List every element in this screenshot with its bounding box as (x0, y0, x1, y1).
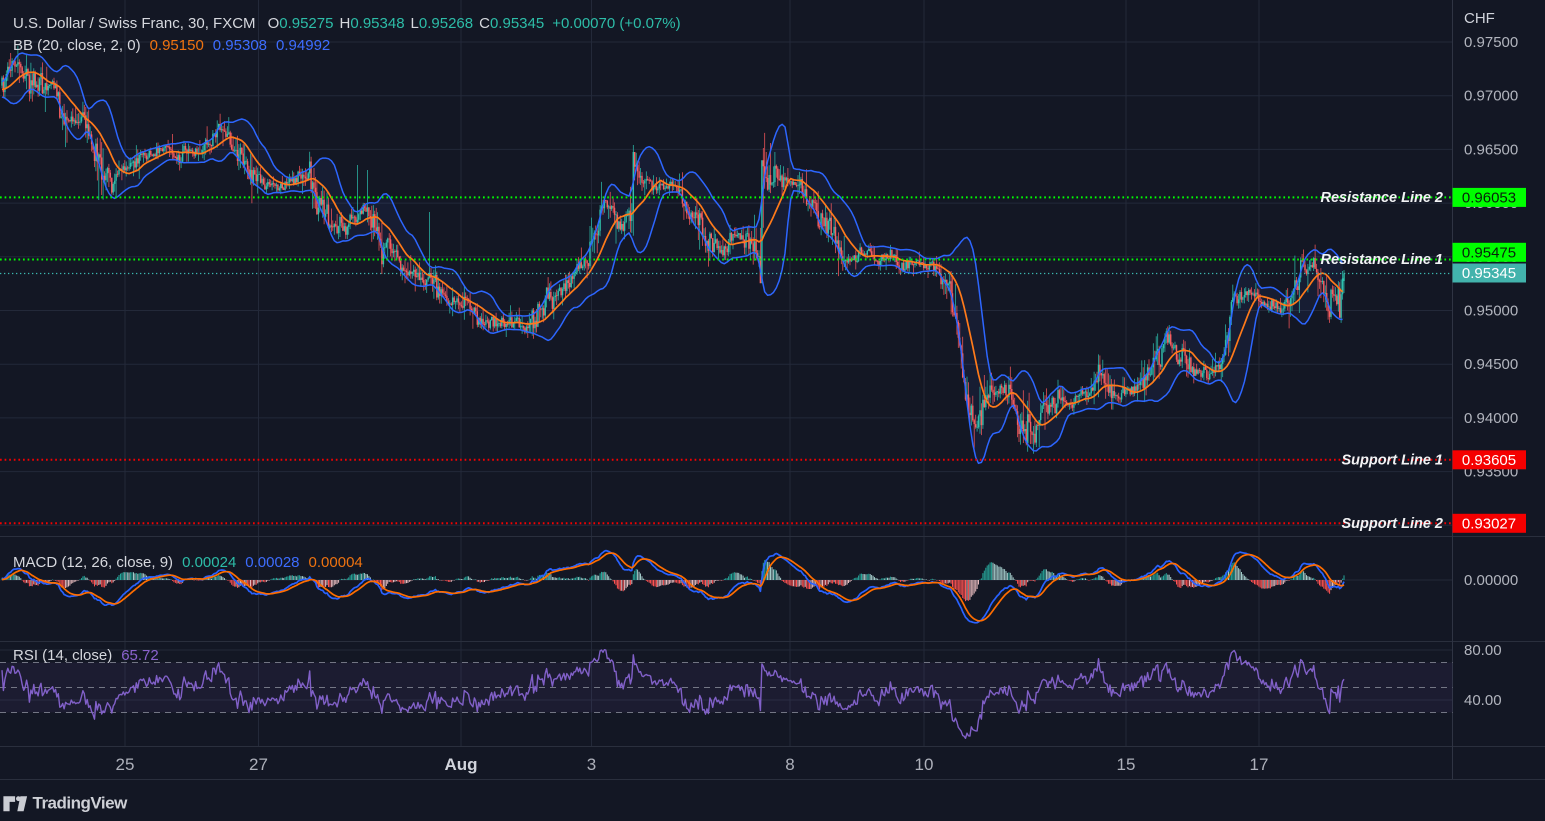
svg-text:CHF: CHF (1464, 10, 1495, 27)
svg-text:Resistance Line 1: Resistance Line 1 (1321, 252, 1444, 268)
svg-text:Aug: Aug (444, 755, 477, 774)
svg-text:0.95345: 0.95345 (1462, 265, 1516, 282)
svg-text:U.S. Dollar / Swiss Franc, 30,: U.S. Dollar / Swiss Franc, 30, FXCM O0.95… (13, 15, 681, 32)
svg-text:0.94000: 0.94000 (1464, 410, 1518, 427)
svg-text:0.95000: 0.95000 (1464, 303, 1518, 320)
svg-text:MACD (12, 26, close, 9)0.00024: MACD (12, 26, close, 9) 0.00024 0.00028 0.0… (13, 554, 363, 571)
svg-text:0.97000: 0.97000 (1464, 88, 1518, 105)
svg-text:TradingView: TradingView (33, 794, 129, 813)
svg-text:8: 8 (785, 755, 794, 774)
svg-text:15: 15 (1117, 755, 1136, 774)
svg-text:0.95475: 0.95475 (1462, 244, 1516, 261)
svg-text:Support Line 1: Support Line 1 (1342, 452, 1444, 468)
svg-text:3: 3 (587, 755, 596, 774)
svg-text:0.94500: 0.94500 (1464, 356, 1518, 373)
svg-text:17: 17 (1250, 755, 1269, 774)
svg-text:0.96053: 0.96053 (1462, 189, 1516, 206)
svg-text:0.97500: 0.97500 (1464, 34, 1518, 51)
svg-text:0.00000: 0.00000 (1464, 572, 1518, 589)
svg-text:0.93605: 0.93605 (1462, 452, 1516, 469)
svg-text:Support Line 2: Support Line 2 (1342, 516, 1444, 532)
svg-text:10: 10 (915, 755, 934, 774)
svg-text:0.93027: 0.93027 (1462, 515, 1516, 532)
svg-text:25: 25 (116, 755, 135, 774)
svg-text:0.96500: 0.96500 (1464, 141, 1518, 158)
svg-text:80.00: 80.00 (1464, 642, 1502, 659)
svg-text:40.00: 40.00 (1464, 692, 1502, 709)
svg-text:27: 27 (249, 755, 268, 774)
svg-text:Resistance Line 2: Resistance Line 2 (1321, 190, 1444, 206)
svg-text:RSI (14, close)65.72: RSI (14, close) 65.72 (13, 647, 159, 664)
